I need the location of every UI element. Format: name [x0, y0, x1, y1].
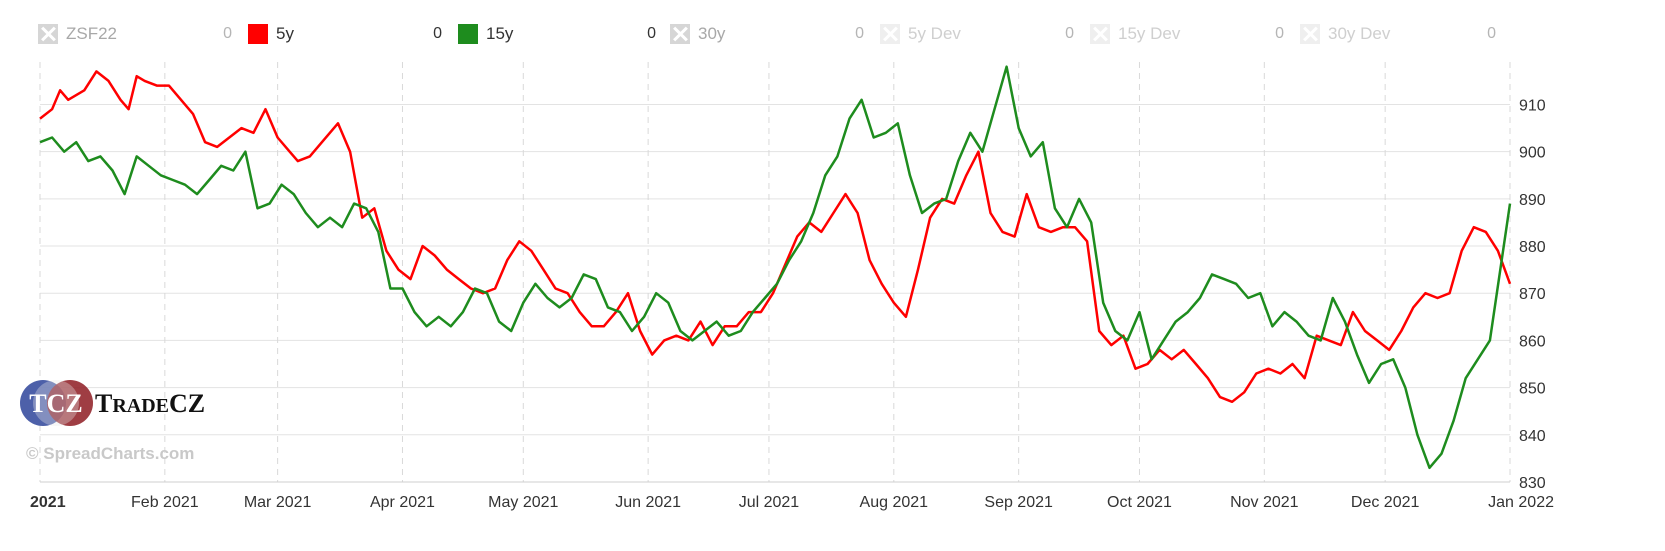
legend-label: ZSF22: [66, 24, 118, 43]
legend-item-15y[interactable]: 15y: [458, 22, 513, 46]
y-tick-label: 910: [1519, 97, 1546, 114]
chart-legend: ZSF22 0 5y 0 15y 0 30y 0 5y Dev 0 15y Dev 0 30y Dev 0: [0, 22, 1600, 50]
x-tick-label: Jun 2021: [615, 494, 681, 511]
legend-label: 30y: [698, 24, 726, 43]
y-tick-label: 850: [1519, 381, 1546, 398]
watermark: © SpreadCharts.com: [26, 444, 195, 463]
chart-grid: [39, 62, 1511, 483]
legend-value: 0: [223, 25, 232, 42]
legend-value: 0: [647, 25, 656, 42]
x-tick-label: Oct 2021: [1107, 494, 1172, 511]
x-axis: 2021 Feb 2021 Mar 2021 Apr 2021 May 2021 Jun …: [30, 481, 1554, 511]
svg-text:TCZ: TCZ: [29, 389, 82, 418]
legend-swatch-icon: [248, 24, 268, 44]
legend-swatch-icon: [880, 24, 900, 44]
legend-label: 5y Dev: [908, 24, 961, 43]
x-tick-label: Jan 2022: [1488, 494, 1554, 511]
y-tick-label: 900: [1519, 145, 1546, 162]
legend-label: 5y: [276, 24, 294, 43]
legend-value: 0: [855, 25, 864, 42]
legend-value: 0: [1487, 25, 1496, 42]
legend-item-15y-dev[interactable]: 15y Dev: [1090, 22, 1180, 46]
y-tick-label: 830: [1519, 475, 1546, 492]
x-tick-label: Feb 2021: [131, 494, 199, 511]
legend-swatch-icon: [1090, 24, 1110, 44]
x-tick-label: Dec 2021: [1351, 494, 1420, 511]
legend-swatch-icon: [670, 24, 690, 44]
x-tick-label: May 2021: [488, 494, 558, 511]
legend-value: 0: [1275, 25, 1284, 42]
legend-label: 15y: [486, 24, 514, 43]
legend-item-30y[interactable]: 30y: [670, 22, 725, 46]
y-tick-label: 870: [1519, 286, 1546, 303]
y-axis: 830 840 850 860 870 880 890 900 910: [1519, 97, 1546, 492]
tradecz-logo: TCZ TRADECZ: [18, 378, 218, 428]
legend-swatch-icon: [1300, 24, 1320, 44]
legend-item-5y-dev[interactable]: 5y Dev: [880, 22, 961, 46]
series-line-15y: [39, 65, 1512, 470]
legend-item-zsf22[interactable]: ZSF22: [38, 22, 117, 46]
y-tick-label: 880: [1519, 239, 1546, 256]
x-tick-label: Jul 2021: [739, 494, 800, 511]
y-tick-label: 860: [1519, 333, 1546, 350]
x-tick-label: Mar 2021: [244, 494, 312, 511]
x-tick-label: 2021: [30, 494, 66, 511]
legend-value: 0: [1065, 25, 1074, 42]
chart-series: [39, 65, 1512, 470]
x-tick-label: Apr 2021: [370, 494, 435, 511]
x-tick-label: Sep 2021: [984, 494, 1053, 511]
legend-item-5y[interactable]: 5y: [248, 22, 294, 46]
series-line-5y: [39, 70, 1512, 404]
y-tick-label: 840: [1519, 428, 1546, 445]
legend-swatch-icon: [458, 24, 478, 44]
legend-label: 30y Dev: [1328, 24, 1391, 43]
legend-value: 0: [433, 25, 442, 42]
x-tick-label: Nov 2021: [1230, 494, 1299, 511]
y-tick-label: 890: [1519, 192, 1546, 209]
x-tick-label: Aug 2021: [860, 494, 929, 511]
legend-swatch-icon: [38, 24, 58, 44]
legend-label: 15y Dev: [1118, 24, 1181, 43]
legend-item-30y-dev[interactable]: 30y Dev: [1300, 22, 1390, 46]
svg-text:TRADECZ: TRADECZ: [95, 389, 205, 418]
